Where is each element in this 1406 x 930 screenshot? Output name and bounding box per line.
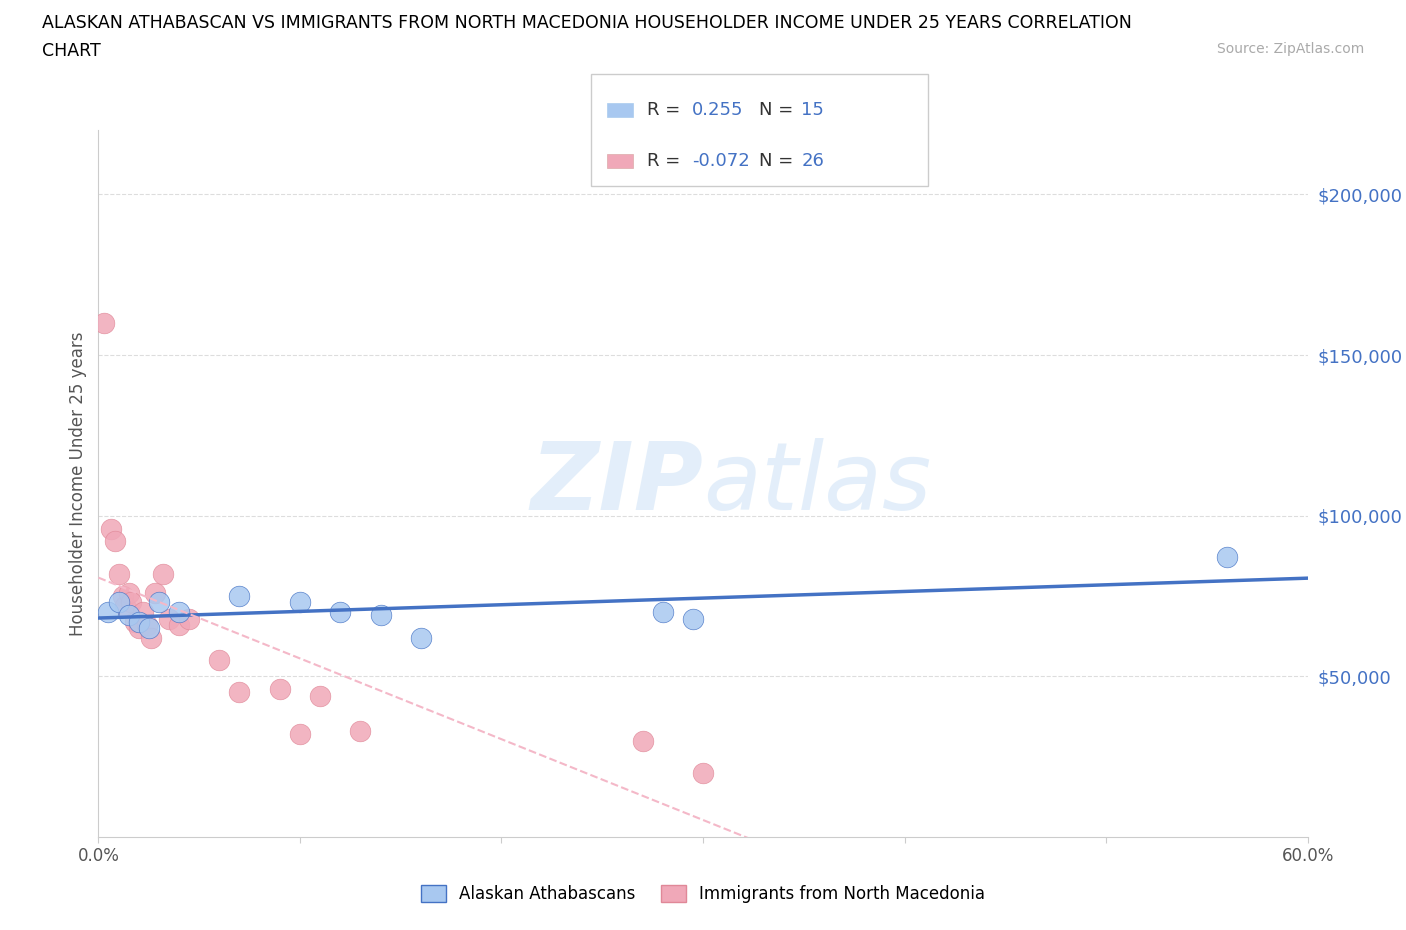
Point <box>114 598 136 613</box>
Point <box>93 315 115 330</box>
Text: N =: N = <box>759 153 799 170</box>
Point <box>228 589 250 604</box>
Point <box>651 604 673 619</box>
Point <box>288 595 311 610</box>
Point <box>124 615 146 630</box>
Legend: Alaskan Athabascans, Immigrants from North Macedonia: Alaskan Athabascans, Immigrants from Nor… <box>415 879 991 910</box>
Text: ZIP: ZIP <box>530 438 703 529</box>
Point <box>1216 550 1239 565</box>
Point <box>208 653 231 668</box>
Text: CHART: CHART <box>42 42 101 60</box>
Point <box>152 566 174 581</box>
Point <box>167 618 190 632</box>
Point <box>148 595 170 610</box>
Point <box>139 631 162 645</box>
Point <box>135 618 157 632</box>
Point <box>107 566 129 581</box>
Text: Source: ZipAtlas.com: Source: ZipAtlas.com <box>1216 42 1364 56</box>
Text: atlas: atlas <box>703 438 931 529</box>
Point <box>132 604 155 619</box>
Text: R =: R = <box>647 101 686 119</box>
Point <box>409 631 432 645</box>
Point <box>143 585 166 600</box>
Point <box>288 726 311 741</box>
Point <box>118 585 141 600</box>
Point <box>370 608 392 623</box>
Point <box>107 595 129 610</box>
Text: 0.255: 0.255 <box>692 101 744 119</box>
Point <box>682 611 704 626</box>
Point <box>349 724 371 738</box>
Text: N =: N = <box>759 101 799 119</box>
Point <box>97 604 120 619</box>
Point <box>692 765 714 780</box>
Point <box>177 611 201 626</box>
Text: 26: 26 <box>801 153 824 170</box>
Point <box>111 589 134 604</box>
Point <box>631 733 654 748</box>
Point <box>138 620 160 635</box>
Text: 15: 15 <box>801 101 824 119</box>
Text: ALASKAN ATHABASCAN VS IMMIGRANTS FROM NORTH MACEDONIA HOUSEHOLDER INCOME UNDER 2: ALASKAN ATHABASCAN VS IMMIGRANTS FROM NO… <box>42 14 1132 32</box>
Point <box>128 620 150 635</box>
Point <box>120 595 142 610</box>
Point <box>103 534 125 549</box>
Point <box>128 615 150 630</box>
Point <box>269 682 291 697</box>
Text: -0.072: -0.072 <box>692 153 749 170</box>
Point <box>329 604 352 619</box>
Point <box>118 608 141 623</box>
Point <box>167 604 190 619</box>
Point <box>309 688 332 703</box>
Y-axis label: Householder Income Under 25 years: Householder Income Under 25 years <box>69 331 87 636</box>
Point <box>100 521 122 536</box>
Point <box>228 685 250 700</box>
Text: R =: R = <box>647 153 686 170</box>
Point <box>157 611 180 626</box>
